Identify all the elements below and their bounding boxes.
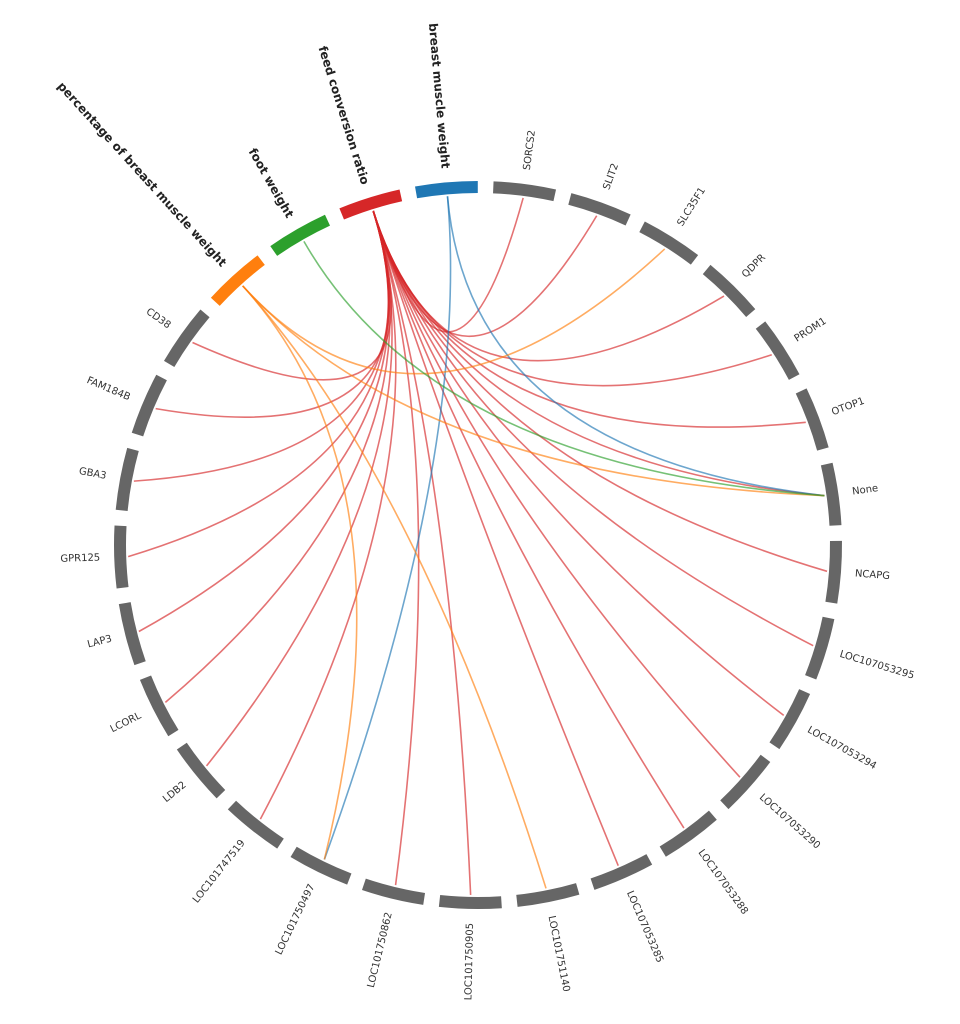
trait-label: percentage of breast muscle weight <box>55 79 230 270</box>
gene-label: None <box>852 483 879 498</box>
link <box>242 285 547 889</box>
node-arc <box>176 742 226 799</box>
gene-label: NCAPG <box>854 568 890 582</box>
gene-label: GPR125 <box>60 553 100 565</box>
gene-label: SLC35F1 <box>675 186 708 229</box>
node-arc <box>702 264 756 318</box>
gene-label: FAM184B <box>85 375 132 403</box>
node-arc <box>163 309 210 368</box>
node-arc <box>438 894 502 909</box>
gene-label: LDB2 <box>161 780 188 805</box>
link <box>205 210 393 767</box>
link <box>446 196 825 497</box>
labels: breast muscle weight SORCS2 SLIT2 SLC35F1 QD… <box>55 23 916 1001</box>
gene-label: LOC101750862 <box>366 911 395 989</box>
node-arc <box>115 447 139 512</box>
link <box>372 210 785 717</box>
node-arc <box>516 883 580 907</box>
gene-label: SORCS2 <box>522 129 538 170</box>
link <box>372 210 598 337</box>
node-arc <box>210 255 265 306</box>
node-arc <box>114 525 129 589</box>
link <box>372 210 741 778</box>
gene-label: LOC101747519 <box>191 838 248 905</box>
link <box>372 210 619 866</box>
node-arc <box>820 462 842 526</box>
gene-label: LAP3 <box>86 634 113 651</box>
arcs <box>114 181 842 909</box>
node-arc <box>769 689 811 750</box>
node-arc <box>361 878 426 905</box>
gene-label: LOC107053290 <box>757 792 822 852</box>
node-arc <box>590 854 653 890</box>
trait-label: feed conversion ratio <box>315 44 372 186</box>
node-arc <box>118 602 146 666</box>
link <box>133 210 390 482</box>
node-arc <box>290 846 352 885</box>
links <box>127 196 828 895</box>
link <box>372 210 825 497</box>
node-arc <box>825 540 842 604</box>
gene-label: LOC107053294 <box>805 725 878 772</box>
node-arc <box>415 181 478 199</box>
gene-label: LOC101750905 <box>463 923 476 1001</box>
link <box>372 210 420 886</box>
link <box>259 210 397 820</box>
gene-label: LOC101751140 <box>546 915 572 993</box>
gene-label: LCORL <box>109 710 144 735</box>
node-arc <box>659 810 717 857</box>
trait-label: breast muscle weight <box>426 23 453 170</box>
link <box>155 210 391 418</box>
node-arc <box>131 374 167 437</box>
link <box>242 248 666 375</box>
node-arc <box>339 189 403 220</box>
gene-label: LOC107053288 <box>696 848 750 917</box>
gene-label: QDPR <box>740 252 768 280</box>
link <box>242 285 825 497</box>
gene-label: GBA3 <box>78 466 107 482</box>
link <box>303 240 825 497</box>
gene-label: OTOP1 <box>830 396 866 418</box>
gene-label: SLIT2 <box>602 162 622 191</box>
link <box>372 210 472 895</box>
trait-label: foot weight <box>246 146 297 221</box>
gene-label: PROM1 <box>793 316 829 345</box>
node-arc <box>639 221 699 265</box>
gene-label: LOC107053285 <box>624 889 665 964</box>
node-arc <box>805 616 835 680</box>
gene-label: LOC101750497 <box>274 882 318 956</box>
link <box>323 196 452 860</box>
link <box>242 285 358 860</box>
link <box>372 210 814 647</box>
node-arc <box>139 675 179 737</box>
node-arc <box>720 754 771 810</box>
node-arc <box>270 214 331 256</box>
link <box>372 210 685 829</box>
gene-label: LOC107053295 <box>838 649 915 682</box>
node-arc <box>492 181 557 202</box>
link <box>372 210 806 428</box>
link <box>372 210 828 573</box>
node-arc <box>795 388 829 451</box>
link <box>372 210 773 387</box>
gene-label: CD38 <box>144 306 173 331</box>
node-arc <box>568 193 631 226</box>
node-arc <box>755 321 800 380</box>
node-arc <box>227 800 284 849</box>
